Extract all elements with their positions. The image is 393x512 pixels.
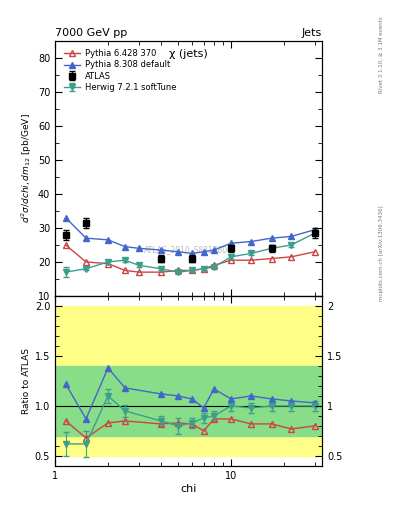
Text: mcplots.cern.ch [arXiv:1306.3436]: mcplots.cern.ch [arXiv:1306.3436]: [379, 206, 384, 301]
Pythia 8.308 default: [63, 215, 68, 221]
Pythia 6.428 370: [106, 261, 110, 267]
Pythia 8.308 default: [106, 237, 110, 243]
Pythia 6.428 370: [63, 242, 68, 248]
Line: Pythia 8.308 default: Pythia 8.308 default: [63, 215, 318, 256]
Pythia 8.308 default: [189, 250, 194, 257]
Pythia 8.308 default: [289, 233, 294, 240]
Pythia 8.308 default: [312, 227, 317, 233]
Pythia 6.428 370: [176, 267, 180, 273]
Pythia 6.428 370: [137, 269, 141, 275]
Pythia 8.308 default: [201, 249, 206, 255]
Pythia 6.428 370: [312, 249, 317, 255]
Text: Rivet 3.1.10, ≥ 3.1M events: Rivet 3.1.10, ≥ 3.1M events: [379, 17, 384, 93]
Pythia 8.308 default: [176, 249, 180, 255]
Line: Pythia 6.428 370: Pythia 6.428 370: [63, 242, 318, 275]
Pythia 6.428 370: [249, 257, 253, 263]
Text: 7000 GeV pp: 7000 GeV pp: [55, 28, 127, 38]
Pythia 8.308 default: [123, 244, 127, 250]
Pythia 8.308 default: [137, 245, 141, 251]
Pythia 8.308 default: [229, 240, 233, 246]
Pythia 8.308 default: [249, 239, 253, 245]
Pythia 8.308 default: [84, 235, 88, 241]
Pythia 6.428 370: [189, 267, 194, 273]
Y-axis label: $d^2\sigma/dchi,dm_{12}$ [pb/GeV]: $d^2\sigma/dchi,dm_{12}$ [pb/GeV]: [19, 114, 34, 223]
Text: ATLAS_2010_S8817804: ATLAS_2010_S8817804: [144, 246, 233, 254]
Bar: [55, 306, 322, 456]
Pythia 6.428 370: [229, 257, 233, 263]
X-axis label: chi: chi: [180, 483, 197, 494]
Pythia 6.428 370: [289, 254, 294, 260]
Y-axis label: Ratio to ATLAS: Ratio to ATLAS: [22, 348, 31, 414]
Text: χ (jets): χ (jets): [169, 49, 208, 58]
Pythia 8.308 default: [269, 235, 274, 241]
Pythia 6.428 370: [201, 266, 206, 272]
Pythia 8.308 default: [159, 247, 163, 253]
Pythia 6.428 370: [269, 255, 274, 262]
Pythia 6.428 370: [123, 267, 127, 273]
Pythia 6.428 370: [159, 269, 163, 275]
Text: Jets: Jets: [302, 28, 322, 38]
Bar: [55, 366, 322, 436]
Pythia 6.428 370: [211, 262, 216, 268]
Pythia 8.308 default: [211, 247, 216, 253]
Legend: Pythia 6.428 370, Pythia 8.308 default, ATLAS, Herwig 7.2.1 softTune: Pythia 6.428 370, Pythia 8.308 default, …: [62, 48, 178, 93]
Pythia 6.428 370: [84, 259, 88, 265]
